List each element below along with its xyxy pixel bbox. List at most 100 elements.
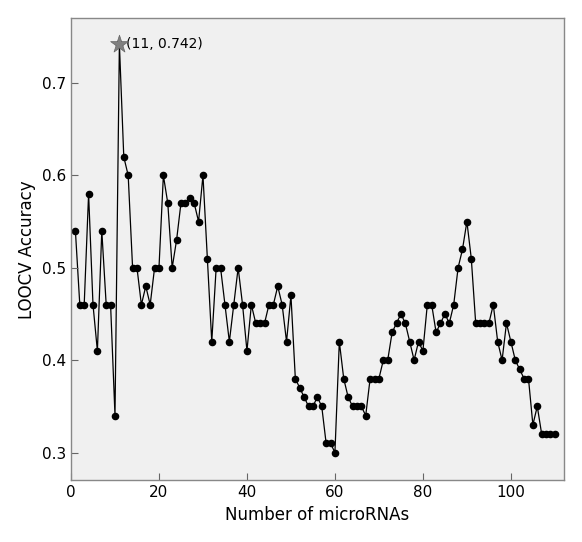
Point [440,309,449,318]
Point [229,300,239,309]
Point [132,263,141,272]
Point [388,328,397,337]
X-axis label: Number of microRNAs: Number of microRNAs [225,506,410,524]
Point [458,245,467,254]
Point [484,319,494,327]
Point [392,319,401,327]
Point [97,227,107,235]
Point [216,263,225,272]
Point [339,375,349,383]
Point [405,337,414,346]
Point [502,319,511,327]
Point [260,319,269,327]
Text: (11, 0.742): (11, 0.742) [126,37,203,51]
Point [128,263,137,272]
Point [541,430,551,438]
Point [101,300,111,309]
Point [198,171,208,180]
Point [211,263,221,272]
Point [537,430,546,438]
Point [242,346,251,355]
Point [278,300,287,309]
Point [194,217,203,226]
Point [515,365,524,374]
Point [550,430,559,438]
Point [423,300,432,309]
Point [528,421,538,429]
Point [115,40,124,49]
Point [546,430,555,438]
Point [308,402,318,411]
Point [524,375,533,383]
Point [123,171,133,180]
Point [176,199,186,208]
Point [221,300,230,309]
Point [185,194,194,203]
Point [163,199,172,208]
Point [471,319,480,327]
Point [348,402,357,411]
Point [168,263,177,272]
Point [106,300,115,309]
Point [238,300,247,309]
Point [396,309,406,318]
Point [361,411,370,420]
Point [498,356,507,364]
Point [343,393,353,402]
Point [304,402,313,411]
Point [462,217,471,226]
Point [370,375,379,383]
Point [493,337,502,346]
Point [321,439,331,448]
Point [88,300,98,309]
Point [203,254,212,263]
Point [154,263,164,272]
Point [172,236,181,244]
Point [357,402,366,411]
Point [418,346,428,355]
Point [379,356,388,364]
Point [427,300,436,309]
Point [335,337,344,346]
Point [290,375,300,383]
Point [75,300,84,309]
Point [410,356,419,364]
Point [445,319,454,327]
Point [119,152,129,161]
Point [400,319,410,327]
Point [467,254,476,263]
Point [84,190,93,198]
Point [300,393,309,402]
Point [449,300,459,309]
Point [510,356,520,364]
Point [365,375,375,383]
Point [264,300,274,309]
Point [93,346,102,355]
Point [146,300,155,309]
Point [207,337,217,346]
Point [251,319,260,327]
Point [533,402,542,411]
Point [190,199,199,208]
Point [247,300,256,309]
Point [137,300,146,309]
Point [282,337,291,346]
Point [352,402,361,411]
Point [436,319,445,327]
Point [326,439,335,448]
Point [506,337,516,346]
Point [80,300,89,309]
Point [159,171,168,180]
Point [414,337,423,346]
Point [317,402,327,411]
Point [489,300,498,309]
Point [480,319,489,327]
Point [150,263,159,272]
Point [269,300,278,309]
Point [233,263,243,272]
Point [115,40,124,49]
Point [383,356,392,364]
Point [519,375,528,383]
Point [225,337,234,346]
Point [295,384,304,392]
